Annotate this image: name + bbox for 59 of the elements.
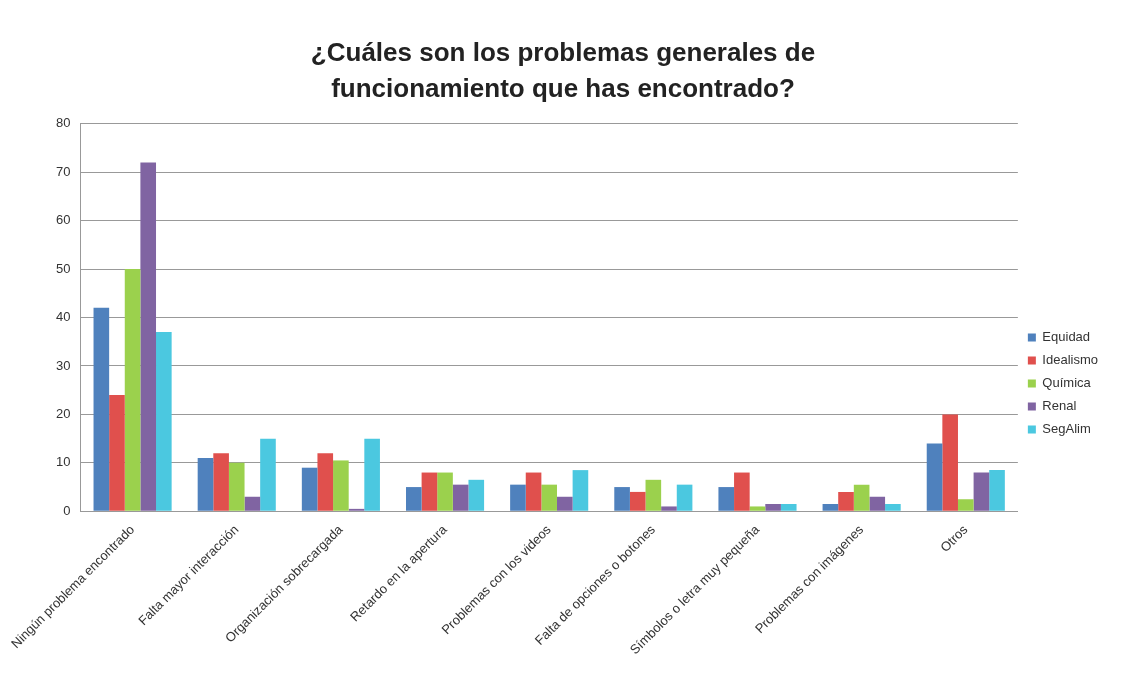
legend-label: Renal [1042, 398, 1077, 414]
y-tick-label: 10 [56, 454, 71, 470]
bar [228, 462, 245, 511]
bar [93, 307, 110, 511]
bar [244, 496, 261, 511]
legend-label: SegAlim [1042, 421, 1091, 437]
bar [572, 470, 589, 511]
y-tick-label: 20 [56, 405, 71, 421]
y-tick-label: 40 [56, 309, 71, 325]
bar [156, 332, 172, 511]
bar [869, 496, 886, 511]
bar [957, 499, 974, 511]
legend-label: Equidad [1042, 329, 1091, 345]
bar [614, 487, 630, 511]
y-tick-label: 70 [56, 163, 71, 179]
bar [749, 506, 766, 511]
bar [541, 484, 557, 511]
bar [452, 484, 469, 511]
bar [718, 487, 735, 511]
bar [109, 395, 125, 511]
y-tick-label: 0 [63, 502, 71, 518]
bar [765, 504, 781, 511]
bar [645, 479, 662, 511]
bar [838, 491, 854, 511]
y-tick-label: 60 [56, 212, 71, 228]
bar [140, 162, 157, 511]
bar [525, 472, 542, 511]
bar [333, 460, 349, 511]
bar [885, 504, 901, 511]
legend-label: Idealismo [1042, 352, 1098, 368]
bar [942, 414, 958, 511]
bar [510, 484, 526, 511]
bar [260, 438, 276, 511]
bar [629, 491, 646, 511]
y-tick-label: 30 [56, 357, 71, 373]
y-tick-label: 50 [56, 260, 71, 276]
bar [822, 504, 839, 511]
bar [405, 487, 422, 511]
bar [973, 472, 990, 511]
legend-label: Química [1042, 375, 1092, 391]
bar [197, 458, 214, 511]
bar [124, 269, 141, 511]
bar [661, 506, 677, 511]
bar [317, 453, 334, 511]
bar [213, 453, 229, 511]
bar [780, 504, 797, 511]
bar [301, 467, 318, 511]
bar [468, 479, 485, 511]
y-tick-label: 80 [56, 115, 71, 131]
bar [676, 484, 693, 511]
bar [853, 484, 870, 511]
bar [437, 472, 453, 511]
bar [364, 438, 380, 511]
bar [926, 443, 943, 511]
bar [734, 472, 750, 511]
bar [557, 496, 573, 511]
bar [989, 470, 1005, 511]
bar [421, 472, 438, 511]
chart-title: ¿Cuáles son los problemas generales de funcionamiento que has encontrado? [309, 36, 817, 105]
